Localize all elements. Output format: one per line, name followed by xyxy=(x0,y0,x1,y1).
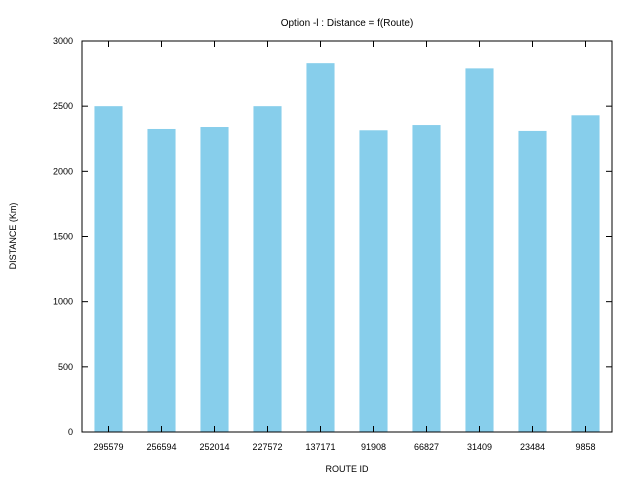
bar-23484 xyxy=(518,130,547,432)
bar-66827 xyxy=(412,125,441,432)
y-tick-label-2000: 2000 xyxy=(53,166,73,176)
bar-91908 xyxy=(359,130,388,432)
y-tick-label-1000: 1000 xyxy=(53,297,73,307)
y-tick-label-1500: 1500 xyxy=(53,232,73,242)
x-tick-label-137171: 137171 xyxy=(305,442,335,452)
x-tick-label-252014: 252014 xyxy=(199,442,229,452)
bars-layer xyxy=(94,63,600,433)
y-tick-label-2500: 2500 xyxy=(53,101,73,111)
chart-title: Option -l : Distance = f(Route) xyxy=(281,18,414,29)
x-tick-label-66827: 66827 xyxy=(414,442,439,452)
y-axis-title: DISTANCE (Km) xyxy=(8,203,18,270)
bar-252014 xyxy=(200,127,229,433)
bar-295579 xyxy=(94,106,123,433)
bar-227572 xyxy=(253,106,282,433)
bar-9858 xyxy=(571,115,600,432)
axes-layer: 0 500 1000 1500 2000 2500 3000 295579 256594 2520… xyxy=(53,36,613,452)
x-tick-label-23484: 23484 xyxy=(520,442,545,452)
x-tick-label-9858: 9858 xyxy=(575,442,595,452)
x-tick-label-91908: 91908 xyxy=(361,442,386,452)
x-tick-label-227572: 227572 xyxy=(252,442,282,452)
y-tick-label-0: 0 xyxy=(68,427,73,437)
bar-256594 xyxy=(147,128,176,432)
x-tick-label-256594: 256594 xyxy=(146,442,176,452)
x-tick-label-31409: 31409 xyxy=(467,442,492,452)
bar-137171 xyxy=(306,63,335,432)
x-axis-title: ROUTE ID xyxy=(325,464,369,474)
y-tick-label-3000: 3000 xyxy=(53,36,73,46)
x-tick-label-295579: 295579 xyxy=(93,442,123,452)
bar-31409 xyxy=(465,68,494,433)
y-tick-label-500: 500 xyxy=(58,362,73,372)
